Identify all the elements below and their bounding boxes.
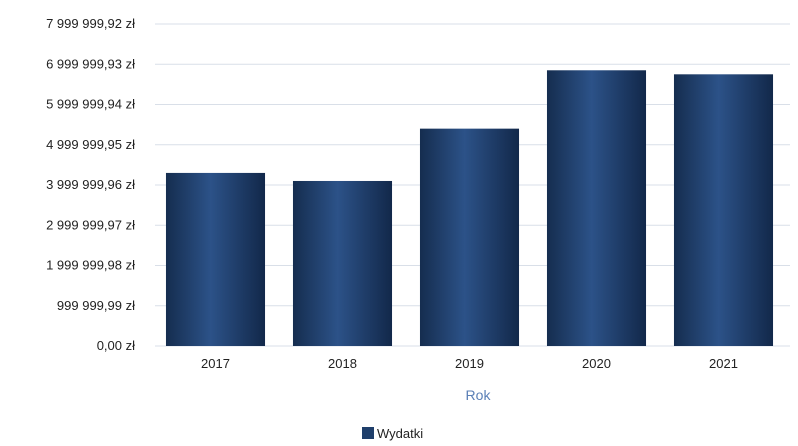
bar-2018 <box>292 180 393 346</box>
x-tick-label: 2018 <box>328 356 357 371</box>
bar-2021 <box>673 74 774 346</box>
x-axis-title: Rok <box>466 387 492 403</box>
x-tick-label: 2017 <box>201 356 230 371</box>
legend-label: Wydatki <box>377 426 423 441</box>
y-tick-label: 4 999 999,95 zł <box>46 137 135 152</box>
y-tick-label: 999 999,99 zł <box>57 298 135 313</box>
y-axis-ticks: 0,00 zł 999 999,99 zł 1 999 999,98 zł 2 999… <box>46 16 135 353</box>
y-tick-label: 1 999 999,98 zł <box>46 258 135 273</box>
y-tick-label: 6 999 999,93 zł <box>46 56 135 71</box>
y-tick-label: 0,00 zł <box>97 338 135 353</box>
x-tick-label: 2021 <box>709 356 738 371</box>
x-axis-ticks: 2017 2018 2019 2020 2021 <box>201 356 738 371</box>
bar-2017 <box>165 172 266 346</box>
legend-swatch <box>362 427 374 439</box>
y-tick-label: 5 999 999,94 zł <box>46 97 135 112</box>
y-tick-label: 2 999 999,97 zł <box>46 217 135 232</box>
bars <box>165 70 774 346</box>
bar-2019 <box>419 128 520 346</box>
bar-2020 <box>546 70 647 346</box>
x-tick-label: 2020 <box>582 356 611 371</box>
x-tick-label: 2019 <box>455 356 484 371</box>
legend: Wydatki <box>362 426 423 441</box>
y-tick-label: 7 999 999,92 zł <box>46 16 135 31</box>
y-tick-label: 3 999 999,96 zł <box>46 177 135 192</box>
